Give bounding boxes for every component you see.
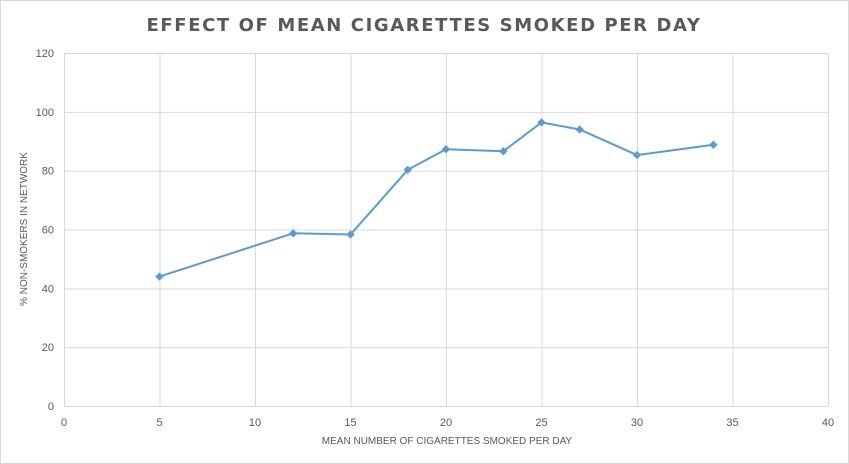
series-line <box>159 121 714 278</box>
chart-title: EFFECT OF MEAN CIGARETTES SMOKED PER DAY <box>147 15 702 36</box>
y-axis-label: % NON-SMOKERS IN NETWORK <box>19 152 30 306</box>
x-tick-label: 40 <box>822 417 834 429</box>
data-point-marker <box>403 165 412 174</box>
y-tick-label: 40 <box>42 283 54 295</box>
data-point-marker <box>632 150 642 160</box>
data-point-marker <box>441 144 451 154</box>
x-tick-label: 15 <box>344 417 356 429</box>
data-point-marker <box>346 230 355 239</box>
y-tick-label: 100 <box>36 107 54 119</box>
data-point-marker <box>289 229 298 238</box>
data-point-marker <box>537 118 546 127</box>
y-tick-label: 120 <box>36 48 54 60</box>
data-point-marker <box>709 140 718 149</box>
data-point-marker <box>155 272 164 281</box>
x-axis-label: MEAN NUMBER OF CIGARETTES SMOKED PER DAY <box>322 436 573 447</box>
x-tick-label: 20 <box>440 417 452 429</box>
tick-labels: 0 20 40 60 80 100 120 0 5 10 15 20 25 30 35 40 <box>36 48 834 429</box>
x-tick-label: 30 <box>631 417 643 429</box>
y-tick-label: 80 <box>42 166 54 178</box>
y-tick-label: 60 <box>42 225 54 237</box>
data-point-marker <box>499 147 508 156</box>
x-tick-label: 35 <box>726 417 738 429</box>
series-layer <box>155 118 718 281</box>
data-point-marker <box>575 125 584 134</box>
x-tick-label: 25 <box>535 417 547 429</box>
y-tick-label: 20 <box>42 342 54 354</box>
x-tick-label: 10 <box>249 417 261 429</box>
y-tick-label: 0 <box>48 401 54 413</box>
x-tick-label: 5 <box>156 417 162 429</box>
gridlines <box>64 53 829 407</box>
x-tick-label: 0 <box>61 417 67 429</box>
